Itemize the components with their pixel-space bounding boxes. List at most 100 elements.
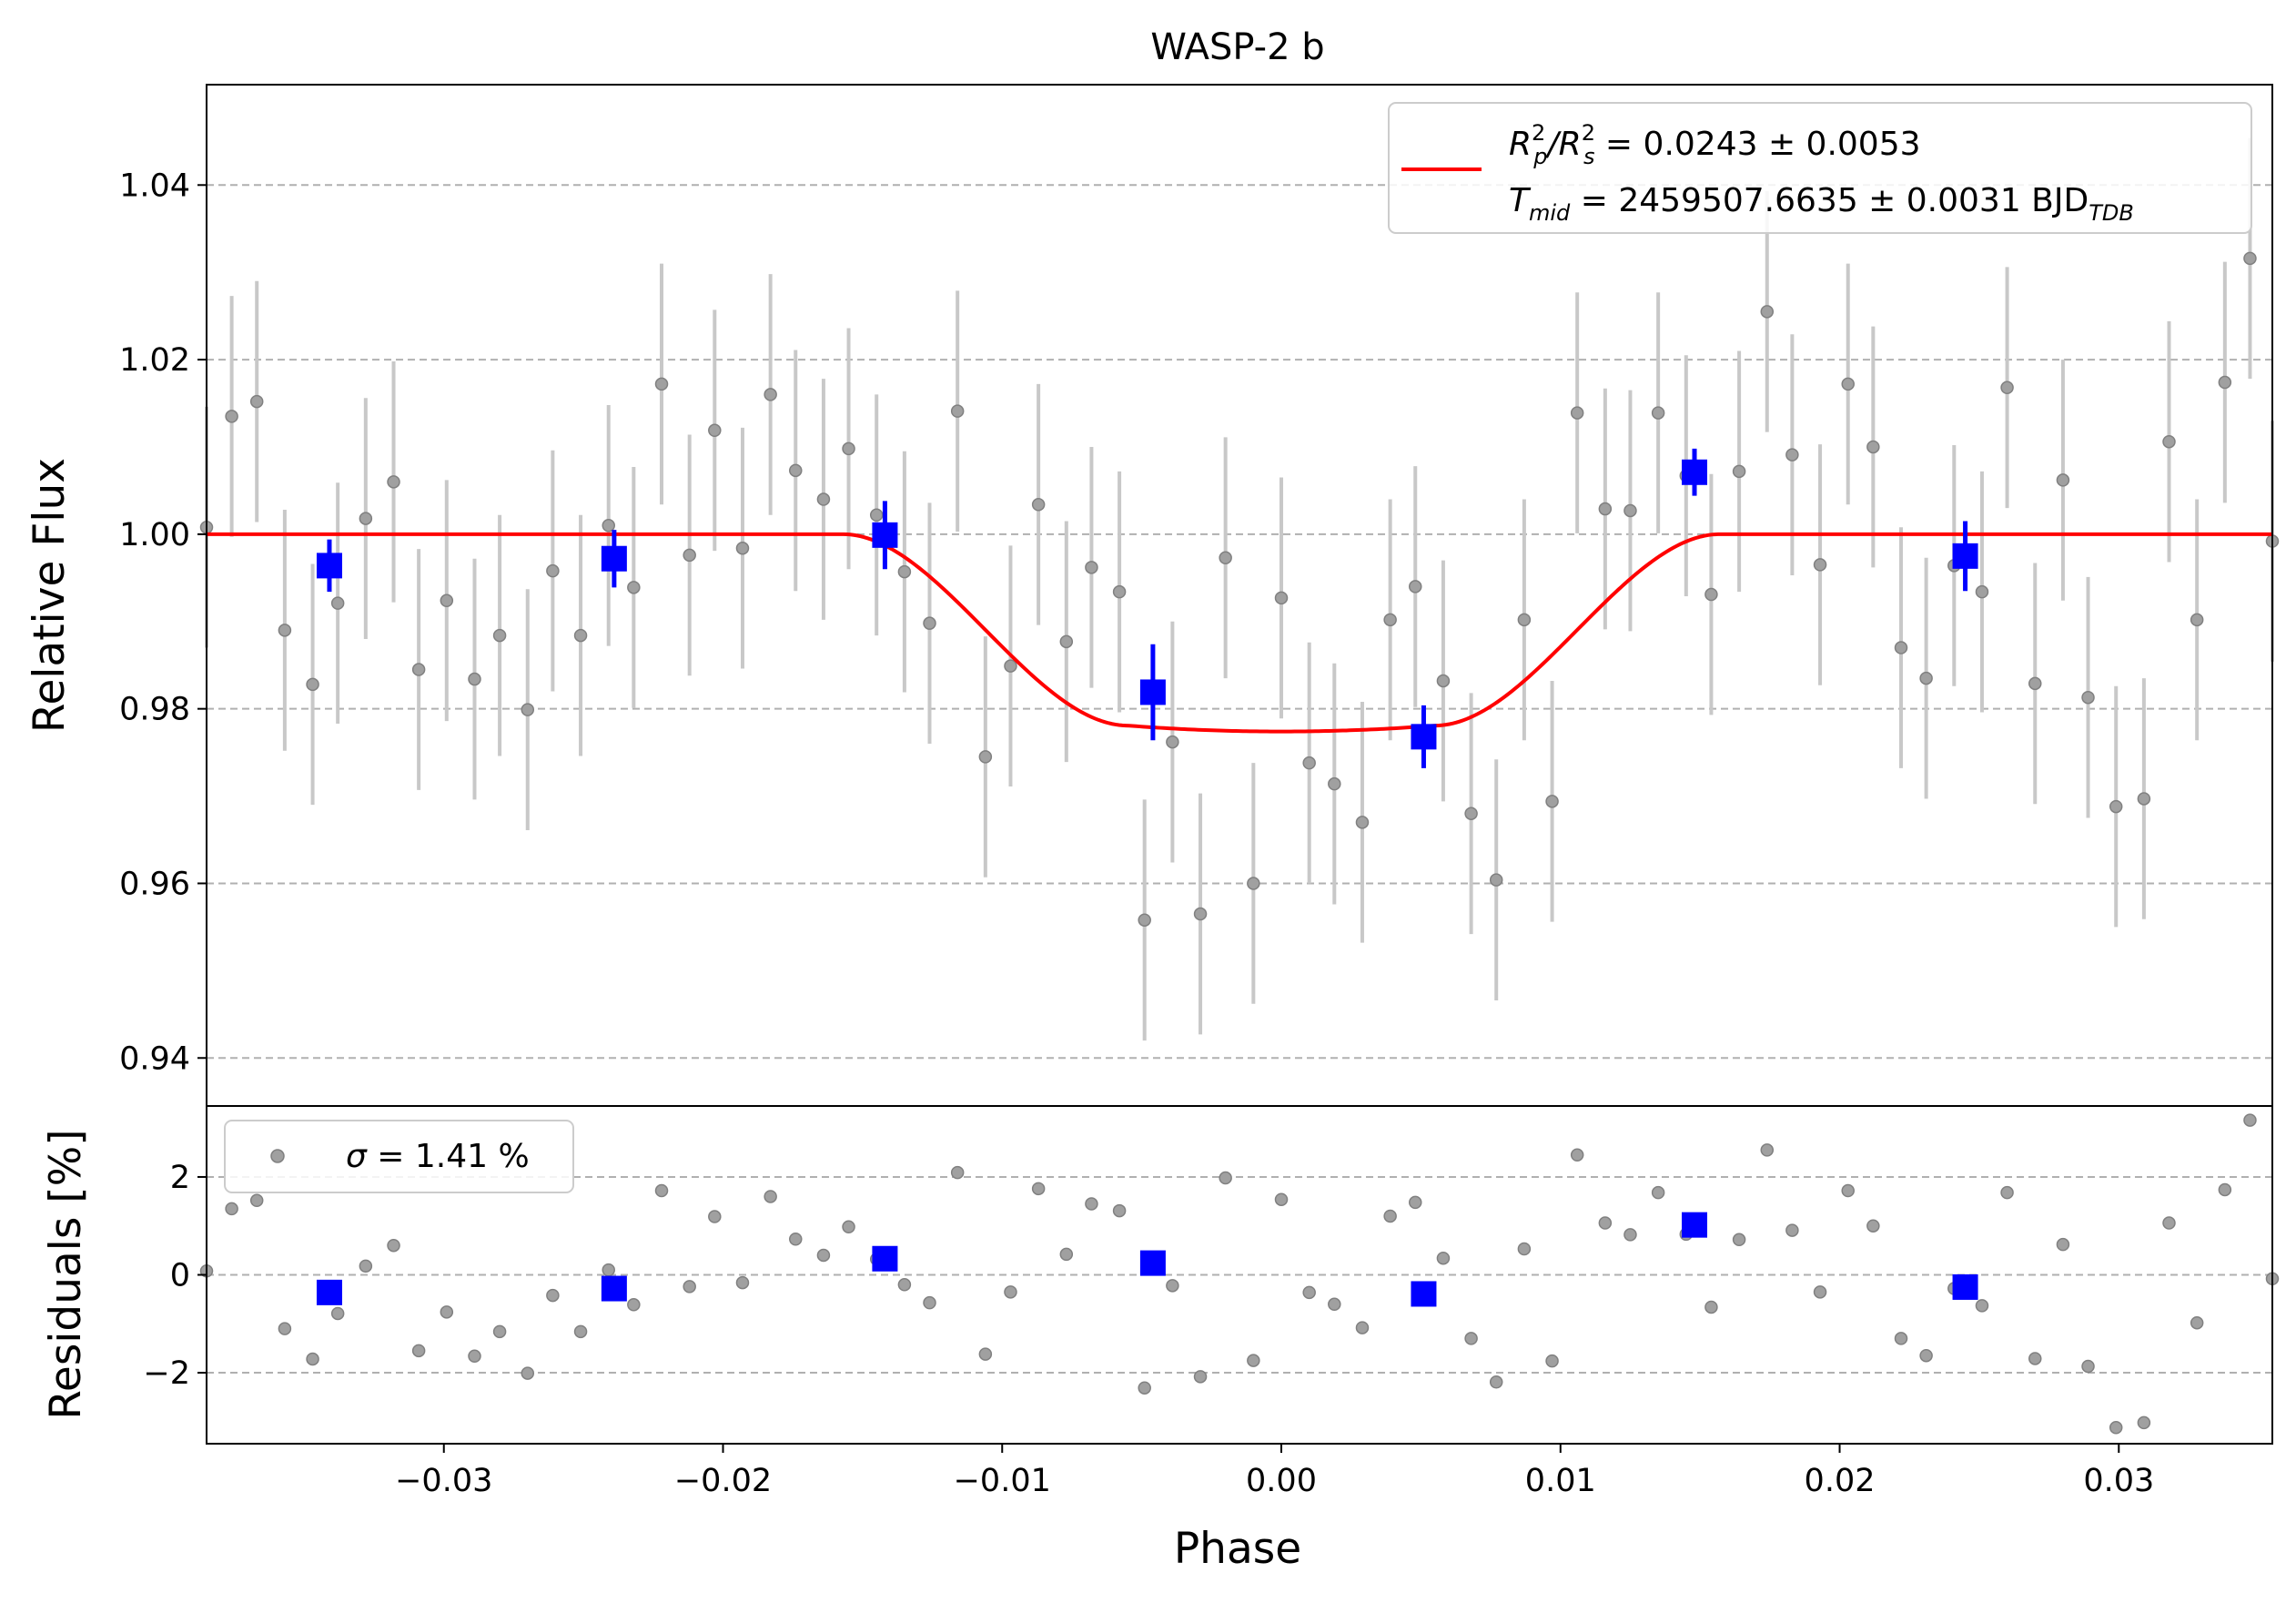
- flux-raw-point: [842, 441, 855, 456]
- residuals-raw-point: [225, 1202, 238, 1216]
- flux-raw-point: [1112, 584, 1127, 599]
- flux-y-tick-label: 0.96: [119, 866, 190, 902]
- residuals-binned-point: [1952, 1273, 1978, 1300]
- flux-raw-point: [468, 672, 481, 686]
- residuals-raw-point: [1409, 1195, 1422, 1210]
- flux-raw-point: [816, 492, 831, 506]
- residuals-raw-point: [654, 1183, 669, 1198]
- residuals-raw-point: [1383, 1209, 1397, 1223]
- residuals-raw-point: [2000, 1185, 2014, 1200]
- flux-legend-box: [1388, 102, 2252, 234]
- residuals-raw-point: [2218, 1182, 2232, 1197]
- flux-raw-point: [708, 423, 722, 438]
- flux-raw-point: [1598, 502, 1613, 516]
- flux-raw-point: [1464, 807, 1478, 820]
- residuals-raw-point: [1059, 1247, 1074, 1262]
- residuals-raw-point: [359, 1259, 373, 1273]
- residuals-raw-point: [735, 1275, 750, 1290]
- flux-y-axis-title: Relative Flux: [25, 458, 75, 733]
- residuals-y-tick-label: 2: [170, 1160, 190, 1196]
- residuals-binned-point: [601, 1275, 627, 1302]
- residuals-raw-point: [546, 1288, 560, 1303]
- flux-raw-point: [411, 663, 426, 676]
- residuals-raw-point: [1570, 1148, 1584, 1162]
- flux-raw-point: [1383, 613, 1397, 627]
- residuals-raw-point: [1623, 1228, 1637, 1242]
- residuals-raw-point: [468, 1349, 481, 1364]
- residuals-raw-point: [2056, 1237, 2070, 1252]
- flux-y-tick-label: 0.94: [119, 1040, 190, 1077]
- flux-raw-point: [735, 541, 750, 555]
- residuals-raw-point: [1219, 1171, 1232, 1185]
- residuals-raw-point: [330, 1306, 345, 1321]
- residuals-raw-point: [978, 1347, 993, 1361]
- flux-raw-point: [225, 410, 238, 423]
- flux-raw-point: [789, 463, 803, 478]
- residuals-raw-point: [1302, 1285, 1316, 1300]
- flux-raw-point: [1166, 735, 1179, 749]
- flux-raw-point: [1570, 406, 1584, 420]
- residuals-legend-sigma: σ = 1.41 %: [346, 1138, 530, 1175]
- residuals-raw-point: [1732, 1233, 1746, 1247]
- residuals-raw-point: [278, 1322, 292, 1335]
- x-tick-label: 0.02: [1805, 1463, 1876, 1499]
- flux-raw-point: [654, 377, 669, 391]
- flux-raw-point: [1031, 498, 1046, 512]
- residuals-raw-point: [1841, 1183, 1855, 1198]
- flux-raw-point: [1004, 659, 1017, 673]
- residuals-raw-point: [1760, 1143, 1775, 1157]
- residuals-raw-point: [842, 1220, 855, 1234]
- residuals-raw-point: [1138, 1381, 1151, 1395]
- flux-raw-point: [1436, 674, 1451, 688]
- flux-binned-point: [1411, 724, 1437, 750]
- residuals-binned-point: [872, 1245, 898, 1272]
- residuals-raw-point: [683, 1280, 696, 1294]
- residuals-raw-point: [249, 1193, 264, 1208]
- flux-binned-points: [316, 448, 1978, 768]
- residuals-raw-point: [1355, 1321, 1370, 1334]
- residuals-y-tick-label: −2: [143, 1355, 190, 1392]
- x-tick-label: 0.01: [1525, 1463, 1596, 1499]
- flux-binned-point: [1952, 543, 1978, 569]
- residuals-raw-point: [1704, 1300, 1718, 1314]
- flux-raw-point: [1894, 641, 1908, 654]
- flux-raw-point: [1545, 795, 1559, 808]
- residuals-raw-point: [1489, 1375, 1503, 1389]
- residuals-raw-point: [602, 1263, 615, 1277]
- flux-raw-point: [1623, 503, 1637, 518]
- flux-raw-point: [306, 677, 319, 692]
- flux-raw-point: [1732, 464, 1746, 479]
- residuals-raw-point: [1004, 1285, 1017, 1299]
- residuals-raw-point: [2109, 1421, 2123, 1435]
- flux-raw-point: [2109, 799, 2123, 814]
- flux-raw-point: [1302, 756, 1316, 770]
- flux-raw-point: [278, 624, 292, 637]
- flux-raw-point: [950, 404, 965, 418]
- flux-raw-point: [387, 475, 400, 489]
- x-ticks: −0.03 −0.02 −0.01 0.00 0.01 0.02 0.03: [395, 1444, 2154, 1499]
- flux-raw-point: [2137, 792, 2151, 806]
- flux-raw-point: [2218, 375, 2232, 390]
- flux-raw-point: [1355, 816, 1370, 829]
- flux-raw-point: [2081, 690, 2095, 705]
- residuals-raw-point: [1975, 1299, 1989, 1313]
- flux-y-tick-label: 1.04: [119, 167, 190, 204]
- residuals-y-tick-label: 0: [170, 1258, 190, 1294]
- residuals-raw-point: [306, 1352, 319, 1366]
- residuals-raw-point: [1894, 1332, 1908, 1345]
- flux-legend: R2 p/R2 s = 0.0243 ± 0.0053 Tmid = 2459507…: [1388, 102, 2252, 234]
- flux-raw-point: [492, 628, 507, 643]
- residuals-raw-point: [1517, 1242, 1532, 1256]
- residuals-raw-point: [1651, 1185, 1665, 1200]
- flux-raw-point: [1760, 305, 1775, 319]
- transit-model-curve: [207, 532, 2272, 734]
- flux-raw-point: [764, 388, 777, 401]
- flux-raw-point: [1813, 558, 1827, 572]
- flux-raw-point: [1193, 907, 1208, 921]
- flux-raw-point: [2028, 676, 2042, 691]
- residuals-raw-point: [2243, 1113, 2257, 1127]
- flux-raw-point: [1841, 377, 1855, 391]
- flux-raw-point: [1866, 440, 1880, 454]
- residuals-raw-point: [1193, 1370, 1208, 1384]
